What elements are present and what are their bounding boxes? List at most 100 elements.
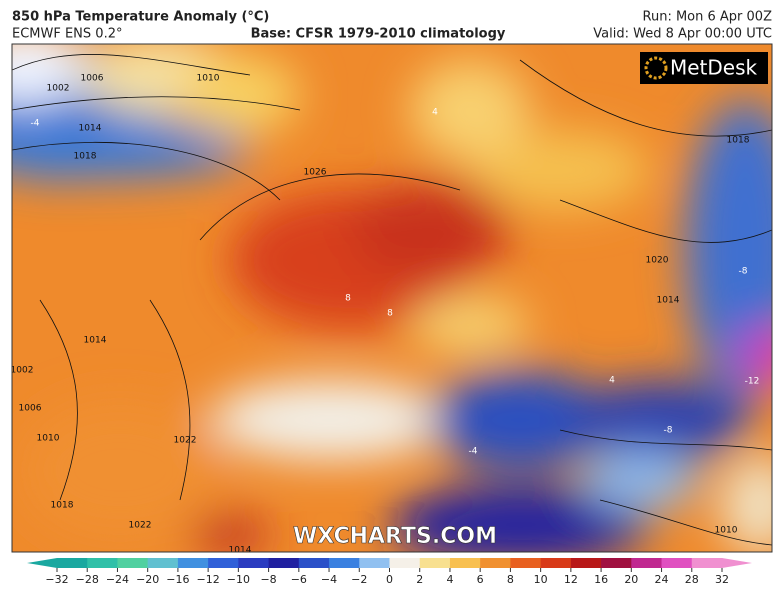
anomaly-label: -8 [664, 426, 673, 436]
watermark: WXCHARTS.COM [293, 524, 497, 549]
isobar [559, 429, 772, 451]
colorbar-label: 28 [685, 573, 699, 586]
anomaly-field [580, 450, 700, 510]
pressure-label: 1010 [37, 434, 60, 444]
anomaly-field [430, 370, 610, 470]
valid: Valid: Wed 8 Apr 00:00 UTC [593, 27, 772, 42]
anomaly-field [210, 380, 450, 460]
colorbar-segment [359, 558, 390, 568]
anomaly-label: -12 [745, 377, 760, 387]
colorbar-label: 8 [507, 573, 514, 586]
pressure-label: 1022 [129, 521, 152, 531]
anomaly-field [180, 55, 300, 135]
colorbar-arrow [722, 558, 752, 568]
anomaly-field [410, 297, 530, 353]
colorbar-label: 6 [477, 573, 484, 586]
isobar [599, 499, 772, 546]
anomaly-field [350, 180, 510, 280]
model: ECMWF ENS 0.2° [12, 27, 122, 42]
colorbar-segment [480, 558, 511, 568]
pressure-label: 1018 [74, 152, 97, 162]
colorbar-label: 32 [715, 573, 729, 586]
colorbar-segment [449, 558, 481, 568]
colorbar-label: 2 [416, 573, 423, 586]
colorbar-segment [87, 558, 118, 568]
pressure-label: 1006 [81, 74, 104, 84]
isobar [12, 96, 301, 111]
colorbar-segment [631, 558, 663, 568]
colorbar-arrow [27, 558, 57, 568]
pressure-label: 1014 [657, 296, 680, 306]
isobar [149, 299, 191, 501]
colorbar-segment [117, 558, 149, 568]
pressure-label: 1014 [84, 336, 107, 346]
pressure-label: 1018 [51, 501, 74, 511]
colorbar-label: −4 [321, 573, 337, 586]
pressure-label: 1014 [79, 124, 102, 134]
colorbar-segment [147, 558, 179, 568]
colorbar-segment [419, 558, 451, 568]
anomaly-field [738, 325, 772, 385]
isobar [199, 173, 461, 241]
isobar [559, 199, 772, 243]
colorbar-label: −8 [260, 573, 276, 586]
isobar [519, 59, 772, 137]
colorbar-segment [238, 558, 270, 568]
colorbar-segment [208, 558, 239, 568]
anomaly-field [20, 400, 220, 540]
anomaly-label: 8 [345, 294, 351, 304]
pressure-label: 1022 [174, 436, 197, 446]
title: 850 hPa Temperature Anomaly (°C) [12, 10, 269, 25]
isobar [39, 299, 78, 501]
pressure-label: 1010 [715, 526, 738, 536]
colorbar-segment [177, 558, 209, 568]
anomaly-field [685, 100, 772, 400]
colorbar-label: 12 [564, 573, 578, 586]
pressure-label: 1020 [646, 256, 669, 266]
pressure-label: 1006 [19, 404, 42, 414]
colorbar-label: −20 [136, 573, 159, 586]
anomaly-field [390, 485, 650, 552]
anomaly-field [570, 380, 750, 460]
colorbar-segment [601, 558, 632, 568]
colorbar-label: −6 [291, 573, 307, 586]
colorbar-segment [691, 558, 723, 568]
anomaly-field [12, 44, 85, 105]
anomaly-field [410, 60, 530, 160]
isobar [12, 141, 281, 201]
colorbar-segment [661, 558, 693, 568]
anomaly-label: -4 [469, 447, 478, 457]
colorbar-label: −24 [106, 573, 129, 586]
anomaly-field [190, 515, 270, 552]
colorbar-label: 4 [446, 573, 453, 586]
colorbar-segment [540, 558, 572, 568]
anomaly-field [470, 130, 650, 210]
logo: MetDesk [670, 56, 758, 80]
isobar [12, 54, 251, 76]
colorbar-segment [570, 558, 602, 568]
anomaly-label: 4 [432, 108, 438, 118]
map: 1002 1006 1010 1014 1018 1026 1020 1018 1014 1022… [12, 44, 772, 556]
anomaly-field [12, 122, 250, 178]
pressure-label: 1018 [727, 136, 750, 146]
pressure-label: 1026 [304, 168, 327, 178]
base: Base: CFSR 1979-2010 climatology [251, 27, 506, 42]
pressure-label: 1002 [47, 84, 70, 94]
anomaly-field [720, 455, 772, 552]
pressure-label: 1014 [229, 546, 252, 556]
colorbar-label: 24 [655, 573, 669, 586]
anomaly-label: -4 [31, 119, 40, 129]
anomaly-label: 4 [609, 376, 615, 386]
colorbar-segment [510, 558, 542, 568]
colorbar-label: 0 [386, 573, 393, 586]
colorbar-label: −12 [197, 573, 220, 586]
colorbar-segment [268, 558, 300, 568]
colorbar-label: −10 [227, 573, 250, 586]
colorbar-label: 16 [594, 573, 608, 586]
colorbar-segment [298, 558, 330, 568]
colorbar-segment [389, 558, 421, 568]
pressure-label: 1010 [197, 74, 220, 84]
anomaly-label: 8 [387, 309, 393, 319]
colorbar-label: −28 [76, 573, 99, 586]
